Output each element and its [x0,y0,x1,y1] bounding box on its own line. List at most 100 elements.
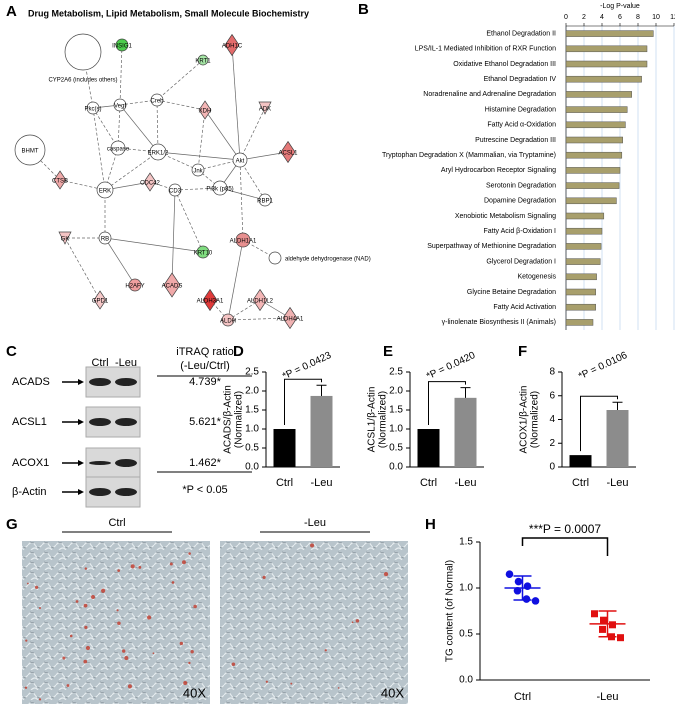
y-tick-label: 2.5 [389,367,403,378]
y-axis-title: (Normalized) [234,391,245,448]
panel-letter: A [6,3,17,20]
stain [182,560,186,565]
node-label: GK [61,237,70,243]
panel-letter: B [358,1,369,18]
stain [337,687,340,689]
lane-label: -Leu [115,357,137,369]
annotation: ***P = 0.0007 [529,522,602,536]
stain [91,595,95,599]
category-label: Noradrenaline and Adrenaline Degradation [423,91,556,98]
x-axis-title: -Log P-value [600,3,640,10]
y-tick-label: 0.0 [245,462,259,473]
stain [262,575,266,579]
stain [84,625,88,630]
lane-label: Ctrl [91,357,108,369]
y-axis-title: ACOX1/β-Actin [519,386,530,454]
node [268,251,282,265]
node-label: ALDH4A1 [277,317,304,323]
stain [127,684,133,689]
node [128,278,142,292]
node [143,172,157,192]
band [115,488,137,496]
node [224,33,240,57]
edge [104,151,159,191]
band [115,378,137,386]
y-axis-title: ACADS/β-Actin [223,385,234,454]
node-label: ACSL1 [278,151,298,157]
bar [417,429,440,467]
stain [355,619,360,623]
protein-label: ACOX1 [12,457,49,469]
node-label: H2AFY [125,284,144,290]
x-tick-label: 6 [618,14,622,21]
category-label: Ethanol Degradation II [486,30,556,37]
stain [34,585,39,589]
y-axis-title: ACSL1/β-Actin [367,387,378,453]
node-label: ERK1/2 [148,151,169,157]
node [212,180,228,196]
error-bar [316,384,327,396]
bar [565,227,603,235]
stain [265,680,268,683]
y-tick-label: 4 [549,414,555,425]
stain [83,659,88,664]
y-tick-label: 1.0 [245,424,259,435]
band [89,488,111,496]
magnification: 40X [183,685,206,700]
point [514,577,523,586]
bar [565,75,642,83]
category-label: Dopamine Degradation [484,198,556,205]
y-tick-label: 2.0 [389,386,403,397]
node [282,306,298,330]
point [522,595,531,603]
image-label: Ctrl [108,517,125,529]
y-tick-label: 0.5 [389,443,403,454]
y-tick-label: 0.0 [459,675,473,686]
panel-letter: G [6,516,18,533]
protein-label: ACSL1 [12,416,47,428]
x-tick-label: Ctrl [514,691,531,703]
bar [565,106,628,113]
charts: B -Log P-value 0 2 4 6 8 10 12 Ethanol Degradatio… [223,1,675,703]
bar [565,136,623,144]
stain [117,569,121,573]
blot: ACADS 4.739* ACSL1 5.621* ACOX1 1.462* β-Actin [12,366,222,508]
point [505,570,514,578]
bar [565,182,620,189]
bar [565,121,626,129]
node-label: CDC42 [140,181,160,187]
edge [64,237,101,301]
point [523,582,532,590]
stain [122,649,126,653]
node-label: XDH [199,109,212,115]
category-label: Fatty Acid β-Oxidation I [484,228,557,235]
stain [193,604,197,609]
stain [24,686,28,689]
bar [565,30,654,37]
stain [25,639,28,642]
stain [84,567,88,570]
bar [565,243,602,250]
bar [565,151,623,159]
bar [565,197,617,205]
arrow-head [78,460,84,466]
edge [119,44,123,106]
stain [38,698,42,701]
ratio: 4.739* [189,376,222,388]
edge [239,107,266,161]
bar [310,395,333,467]
node [115,38,129,52]
y-axis-title: TG content (of Normal) [445,560,456,662]
edge [82,51,94,109]
node [98,231,112,245]
arrow-head [78,489,84,495]
node [258,193,272,207]
stain [83,603,88,608]
x-tick-label: 2 [582,14,586,21]
protein-label: ACADS [12,376,50,388]
edge [197,109,206,171]
point [600,616,607,624]
node [58,231,72,245]
stain [66,684,70,687]
stain [26,582,29,585]
